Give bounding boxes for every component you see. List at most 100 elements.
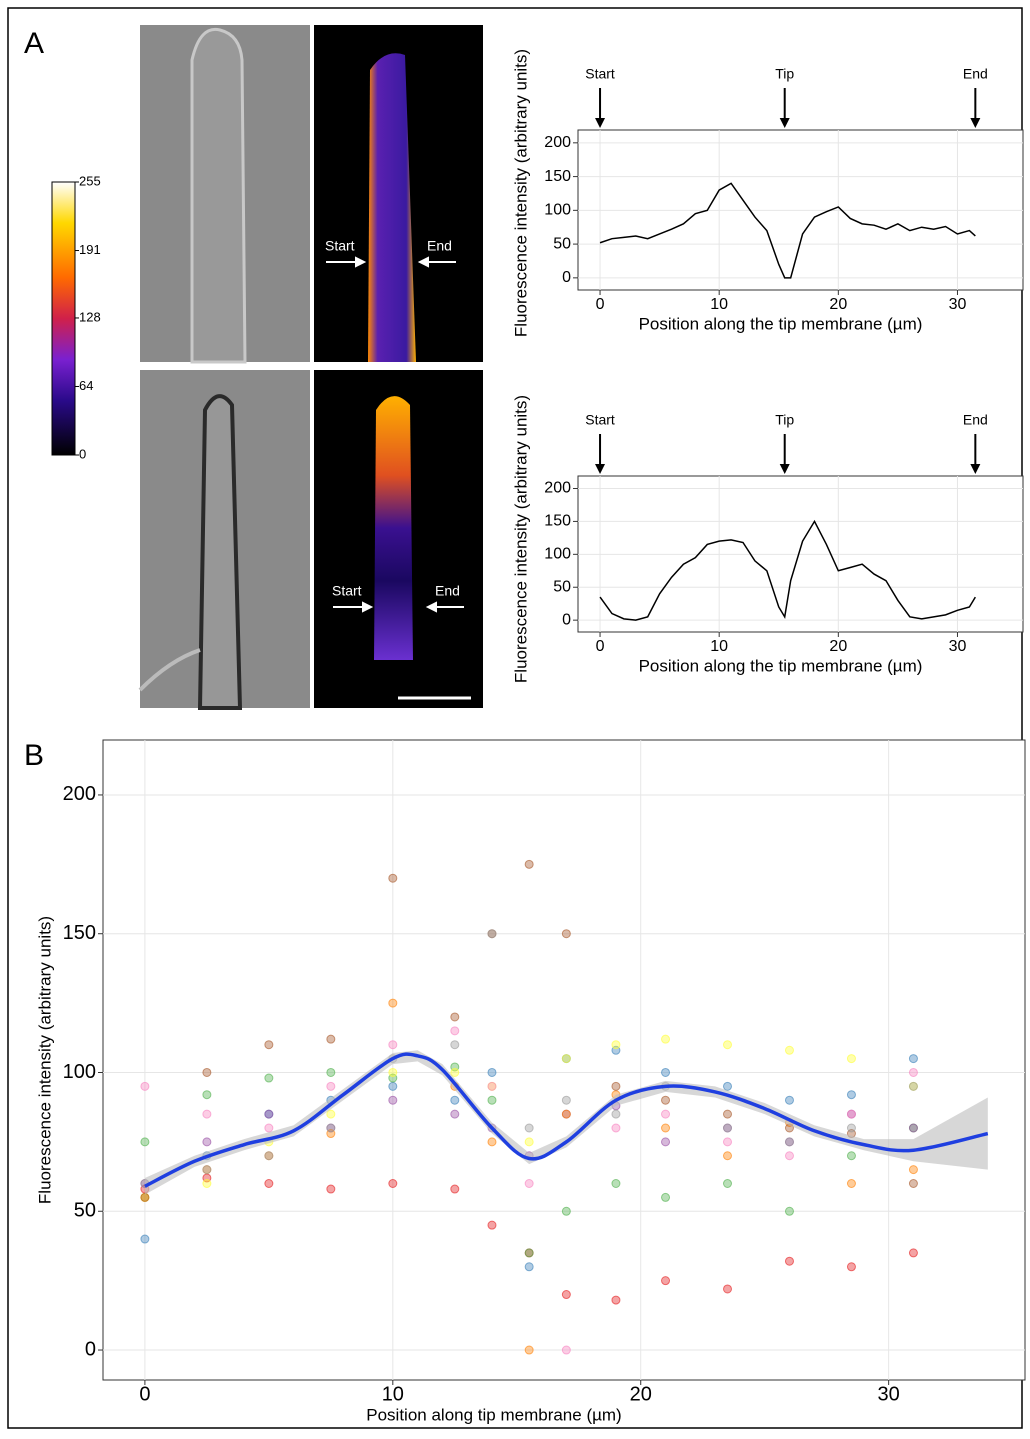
y-tick-label: 50 (553, 578, 571, 595)
arrow-head (425, 601, 437, 613)
annotation: End (963, 412, 988, 428)
point (661, 1034, 671, 1044)
annotation-arrow-head (779, 118, 790, 128)
annotation: End (963, 66, 988, 82)
y-tick-label: 200 (544, 134, 571, 151)
y-tick-label: 150 (544, 513, 571, 530)
point (723, 1123, 733, 1133)
point (723, 1081, 733, 1091)
x-tick-label: 0 (596, 638, 605, 655)
point (784, 1045, 794, 1055)
annotation: Start (325, 238, 355, 254)
point (611, 1179, 621, 1189)
x-tick-label: 10 (710, 296, 728, 313)
annotation-arrow-head (595, 464, 606, 474)
x-axis-label: Position along the tip membrane (µm) (639, 656, 923, 675)
point (846, 1123, 856, 1133)
point (561, 1206, 571, 1216)
arrow-head (355, 256, 367, 268)
cell-signal (374, 396, 413, 660)
point (388, 1081, 398, 1091)
y-tick-label: 0 (562, 269, 571, 286)
point (908, 1165, 918, 1175)
point (661, 1067, 671, 1077)
point (264, 1073, 274, 1083)
y-tick-label: 100 (63, 1061, 96, 1083)
annotation: Tip (775, 412, 794, 428)
point (846, 1179, 856, 1189)
point (450, 1026, 460, 1036)
annotation-arrow-head (595, 118, 606, 128)
point (450, 1109, 460, 1119)
point (561, 1095, 571, 1105)
point (487, 1220, 497, 1230)
x-axis-label: Position along tip membrane (µm) (366, 1405, 621, 1424)
point (388, 1179, 398, 1189)
point (524, 1262, 534, 1272)
point (388, 1095, 398, 1105)
point (723, 1179, 733, 1189)
frame (7, 7, 1023, 1429)
x-tick-label: 10 (710, 638, 728, 655)
annotation: Start (332, 583, 362, 599)
point (450, 1095, 460, 1105)
point (140, 1234, 150, 1244)
y-tick-label: 200 (544, 480, 571, 497)
colorbar-tick-label: 255 (79, 173, 101, 188)
point (487, 1081, 497, 1091)
point (202, 1165, 212, 1175)
point (264, 1109, 274, 1119)
point (611, 1295, 621, 1305)
cell-signal (368, 53, 416, 363)
point (524, 859, 534, 869)
point (561, 1109, 571, 1119)
annotation-arrow-head (970, 118, 981, 128)
cell-outline (138, 648, 201, 692)
cell-outline (190, 27, 247, 364)
point (723, 1109, 733, 1119)
x-tick-label: 20 (829, 638, 847, 655)
annotation: Tip (775, 66, 794, 82)
point (908, 1248, 918, 1258)
point (846, 1090, 856, 1100)
x-tick-label: 0 (596, 296, 605, 313)
x-tick-label: 0 (139, 1383, 150, 1405)
point (264, 1123, 274, 1133)
y-tick-label: 100 (544, 202, 571, 219)
point (611, 1109, 621, 1119)
y-tick-label: 0 (562, 611, 571, 628)
annotation: End (427, 238, 452, 254)
point (388, 873, 398, 883)
point (561, 929, 571, 939)
y-tick-label: 200 (63, 783, 96, 805)
point (661, 1276, 671, 1286)
point (846, 1109, 856, 1119)
point (202, 1109, 212, 1119)
panel-label: A (24, 27, 44, 60)
y-tick-label: 100 (544, 546, 571, 563)
point (784, 1206, 794, 1216)
point (846, 1054, 856, 1064)
y-tick-label: 0 (85, 1338, 96, 1360)
x-tick-label: 30 (949, 638, 967, 655)
x-tick-label: 30 (949, 296, 967, 313)
point (388, 1040, 398, 1050)
point (487, 1095, 497, 1105)
colorbar-tick-label: 128 (79, 309, 101, 324)
point (784, 1137, 794, 1147)
point (846, 1151, 856, 1161)
y-axis-label: Fluorescence intensity (arbitrary units) (35, 916, 54, 1204)
point (326, 1184, 336, 1194)
point (846, 1262, 856, 1272)
colorbar-tick-label: 64 (79, 378, 93, 393)
point (140, 1081, 150, 1091)
point (661, 1123, 671, 1133)
y-axis-label: Fluorescence intensity (arbitrary units) (511, 395, 530, 683)
x-tick-label: 20 (630, 1383, 652, 1405)
smooth-line (144, 1052, 989, 1188)
point (264, 1179, 274, 1189)
annotation-arrow-head (779, 464, 790, 474)
point (487, 1067, 497, 1077)
point (723, 1151, 733, 1161)
